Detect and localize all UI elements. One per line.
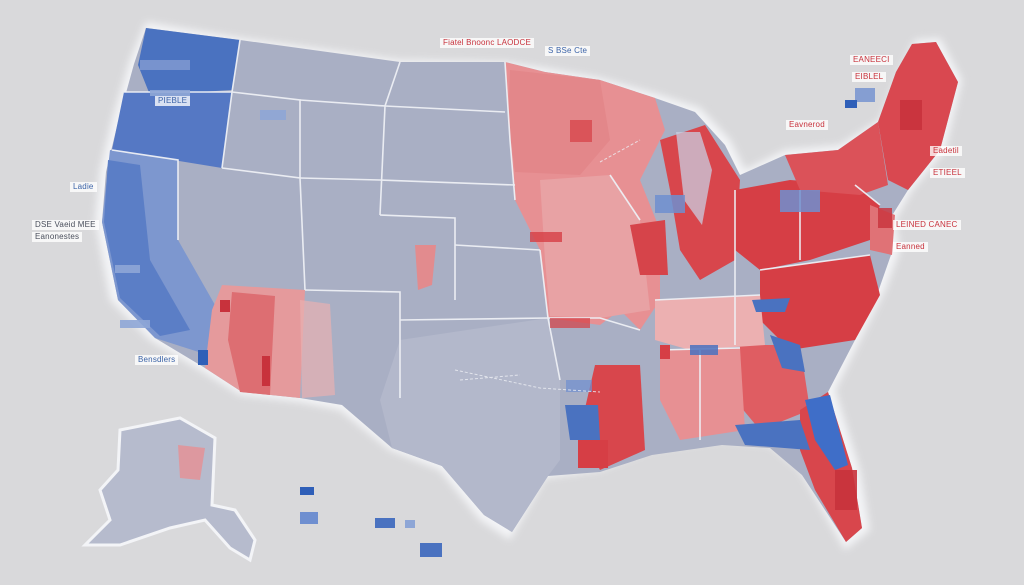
region-alaska — [85, 418, 255, 560]
region-iowa-missouri — [540, 175, 650, 318]
region-minnesota — [508, 70, 610, 175]
map-label: Eavnerod — [786, 120, 828, 130]
region-alaska-halo — [81, 416, 257, 563]
map-label: Fiatel Bnoonc LAODCE — [440, 38, 535, 48]
map-label: ETIEEL — [930, 168, 965, 178]
region-carolina-blue — [770, 335, 805, 372]
map-label: Eadetil — [930, 146, 962, 156]
map-label: Eanonestes — [32, 232, 83, 242]
region-oregon — [112, 92, 232, 168]
map-label: DSE Vaeid MEE — [32, 220, 99, 230]
region-texas — [380, 318, 560, 532]
region-virginia-blue — [752, 298, 790, 312]
region-tennessee-kentucky — [655, 295, 765, 350]
map-label: LEINED CANEC — [893, 220, 961, 230]
region-alabama-mississippi — [660, 348, 745, 440]
map-label: Bensdlers — [135, 355, 179, 365]
map-label: PIEBLE — [155, 96, 191, 106]
region-illinois — [630, 220, 668, 275]
map-label: EANEECI — [850, 55, 893, 65]
region-gulf-blue — [735, 420, 810, 450]
map-label: EIBLEL — [852, 72, 887, 82]
road-lines — [454, 139, 641, 393]
map-label: Eanned — [893, 242, 928, 252]
county-detail-blocks — [115, 60, 922, 510]
region-colorado-spot — [415, 245, 436, 290]
islands — [300, 487, 442, 557]
region-michigan-lake — [676, 132, 712, 225]
region-ohio-pennsylvania — [735, 180, 880, 270]
region-texas-east-blue — [565, 405, 600, 440]
map-label: Ladie — [70, 182, 97, 192]
region-alaska-red — [178, 445, 205, 480]
map-label: S BSe Cte — [545, 46, 591, 56]
contiguous-us-landmass — [102, 28, 958, 542]
region-newyork — [785, 122, 888, 195]
region-california-coast — [104, 160, 190, 336]
region-newmexico-tint — [300, 300, 335, 398]
region-florida-coast-blue — [805, 395, 848, 470]
